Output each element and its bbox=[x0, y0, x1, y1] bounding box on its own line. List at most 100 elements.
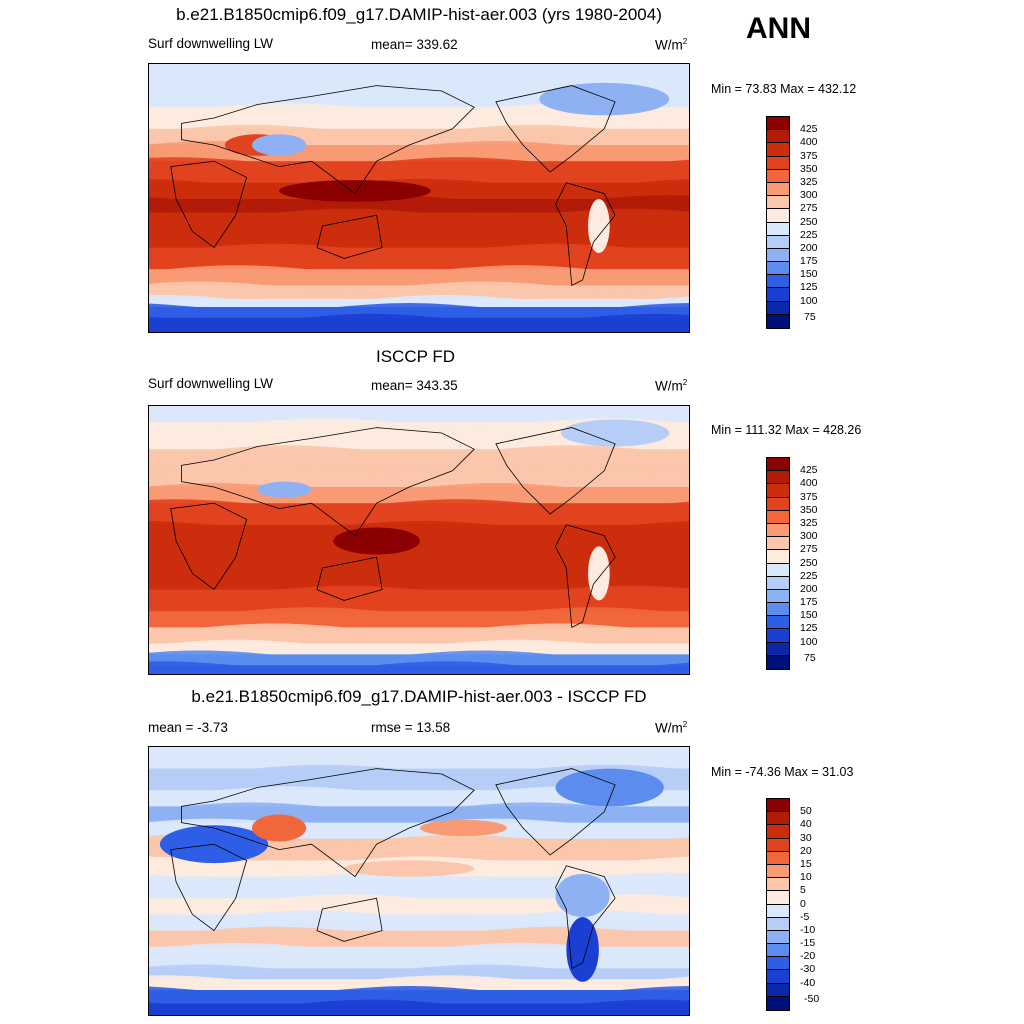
panel-3-mean-label: mean = -3.73 bbox=[148, 720, 228, 735]
field-feature bbox=[333, 527, 420, 555]
field-contour bbox=[149, 607, 689, 618]
field-feature bbox=[560, 419, 670, 447]
colorbar-swatch bbox=[767, 209, 789, 223]
panel-2-map bbox=[148, 405, 690, 675]
colorbar-tick-label: -40 bbox=[800, 976, 816, 989]
colorbar-tick-label: 225 bbox=[800, 569, 818, 582]
colorbar-tick-label: 350 bbox=[800, 162, 818, 175]
colorbar-tick-label: 125 bbox=[800, 281, 818, 294]
colorbar-swatch bbox=[767, 222, 789, 236]
colorbar-tick-label: 275 bbox=[800, 202, 818, 215]
colorbar-swatch bbox=[767, 983, 789, 997]
field-contour bbox=[149, 999, 689, 1010]
coastline bbox=[316, 214, 383, 259]
season-label: ANN bbox=[746, 12, 811, 45]
colorbar-tick-label: 400 bbox=[800, 477, 818, 490]
panel-1-minmax: Min = 73.83 Max = 432.12 bbox=[711, 82, 857, 96]
panel-1-colorbar bbox=[766, 116, 790, 329]
field-feature bbox=[588, 546, 610, 601]
colorbar-swatch bbox=[767, 484, 789, 498]
field-contour bbox=[149, 786, 689, 797]
colorbar-tick-label: 200 bbox=[800, 241, 818, 254]
colorbar-tick-label: 350 bbox=[800, 503, 818, 516]
colorbar-tick-label: 150 bbox=[800, 268, 818, 281]
colorbar-tick-label: 200 bbox=[800, 582, 818, 595]
coastline bbox=[555, 182, 616, 287]
panel-2-units: W/m2 bbox=[655, 378, 688, 394]
field-contour bbox=[149, 926, 689, 937]
coastline bbox=[316, 556, 383, 601]
field-contour bbox=[149, 281, 689, 292]
colorbar-tick-label: 375 bbox=[800, 490, 818, 503]
colorbar-tick-label: 425 bbox=[800, 123, 818, 136]
colorbar-tick-label: 225 bbox=[800, 228, 818, 241]
colorbar-tick-label: 40 bbox=[800, 818, 812, 831]
field-feature bbox=[555, 768, 664, 807]
colorbar-tick-label: 30 bbox=[800, 831, 812, 844]
colorbar-swatch bbox=[767, 970, 789, 984]
colorbar-swatch bbox=[767, 537, 789, 551]
field-band bbox=[149, 406, 689, 424]
colorbar-swatch bbox=[767, 629, 789, 643]
panel-3-minmax: Min = -74.36 Max = 31.03 bbox=[711, 765, 854, 779]
colorbar-tick-label: 125 bbox=[800, 622, 818, 635]
panel-1-title: b.e21.B1850cmip6.f09_g17.DAMIP-hist-aer.… bbox=[176, 5, 662, 24]
panel-2-title: ISCCP FD bbox=[376, 347, 456, 366]
field-contour bbox=[149, 564, 689, 574]
field-contour bbox=[149, 975, 689, 986]
colorbar-swatch bbox=[767, 117, 789, 131]
field-contour bbox=[149, 243, 689, 254]
colorbar-swatch bbox=[767, 510, 789, 524]
colorbar-tick-label: 5 bbox=[800, 884, 806, 897]
colorbar-tick-label: 275 bbox=[800, 543, 818, 556]
colorbar-tick-label: 425 bbox=[800, 464, 818, 477]
coastline bbox=[170, 843, 248, 932]
colorbar-tick-label: 250 bbox=[800, 556, 818, 569]
coastline bbox=[181, 768, 475, 878]
colorbar-swatch bbox=[767, 314, 789, 328]
colorbar-tick-label: 100 bbox=[800, 635, 818, 648]
field-contour bbox=[149, 418, 689, 429]
colorbar-swatch bbox=[767, 642, 789, 656]
colorbar-tick-label: 75 bbox=[804, 310, 816, 323]
map-field bbox=[149, 747, 689, 1015]
colorbar-swatch bbox=[767, 603, 789, 617]
field-feature bbox=[251, 814, 307, 842]
colorbar-swatch bbox=[767, 563, 789, 577]
field-contour bbox=[149, 73, 689, 84]
field-contour bbox=[149, 303, 689, 313]
panel-2-mean-label: mean= 343.35 bbox=[371, 378, 458, 393]
colorbar-tick-label: 175 bbox=[800, 255, 818, 268]
panel-3-title: b.e21.B1850cmip6.f09_g17.DAMIP-hist-aer.… bbox=[191, 687, 647, 706]
field-contour bbox=[149, 124, 689, 135]
colorbar-swatch bbox=[767, 182, 789, 197]
field-contour bbox=[149, 650, 689, 661]
colorbar-swatch bbox=[767, 143, 789, 157]
colorbar-swatch bbox=[767, 550, 789, 564]
field-feature bbox=[588, 199, 610, 253]
colorbar-swatch bbox=[767, 156, 789, 170]
field-contour bbox=[149, 265, 689, 276]
colorbar-swatch bbox=[767, 825, 789, 839]
colorbar-swatch bbox=[767, 301, 789, 315]
colorbar-swatch bbox=[767, 589, 789, 604]
colorbar-swatch bbox=[767, 838, 789, 852]
field-feature bbox=[555, 873, 610, 918]
colorbar-tick-label: 50 bbox=[800, 805, 812, 818]
colorbar-tick-label: 250 bbox=[800, 215, 818, 228]
colorbar-tick-label: 150 bbox=[800, 609, 818, 622]
colorbar-swatch bbox=[767, 262, 789, 276]
colorbar-swatch bbox=[767, 930, 789, 945]
colorbar-swatch bbox=[767, 497, 789, 511]
colorbar-swatch bbox=[767, 878, 789, 892]
colorbar-swatch bbox=[767, 196, 789, 210]
field-feature bbox=[420, 819, 507, 837]
colorbar-swatch bbox=[767, 851, 789, 865]
colorbar-swatch bbox=[767, 864, 789, 879]
field-contour bbox=[149, 834, 689, 845]
colorbar-swatch bbox=[767, 616, 789, 630]
coastline bbox=[555, 865, 616, 970]
field-contour bbox=[149, 445, 689, 456]
colorbar-swatch bbox=[767, 458, 789, 472]
field-contour bbox=[149, 222, 689, 232]
